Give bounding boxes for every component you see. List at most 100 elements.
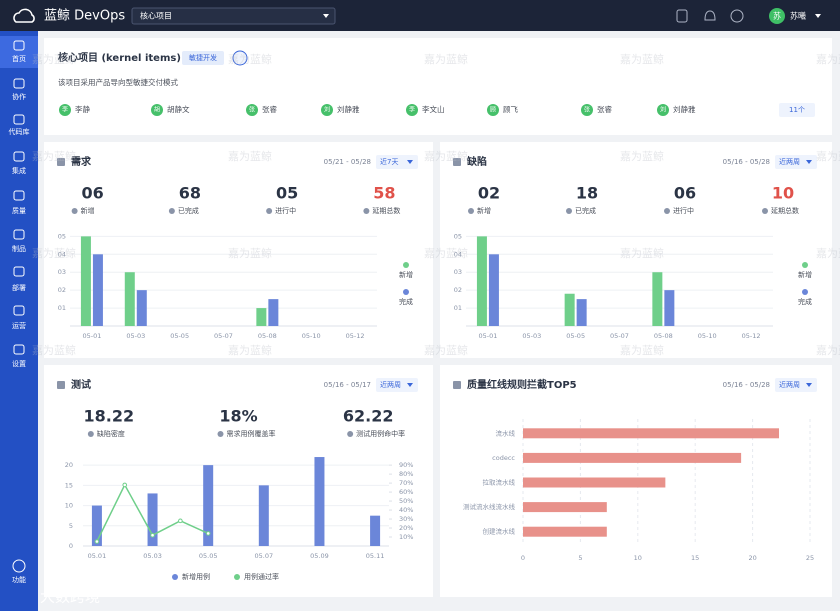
sidebar-bottom[interactable]: 功能 xyxy=(12,575,26,584)
watermark: 嘉为蓝鲸 xyxy=(620,52,664,66)
bar xyxy=(91,505,102,546)
sidebar-item[interactable]: 制品 xyxy=(12,244,26,253)
sidebar-item[interactable]: 首页 xyxy=(12,54,26,63)
sidebar-item[interactable]: 代码库 xyxy=(9,127,30,136)
sidebar-icon[interactable] xyxy=(13,305,25,316)
bar xyxy=(203,465,214,546)
y2-tick-label: 50% xyxy=(399,497,413,505)
line-point xyxy=(122,482,128,488)
panel xyxy=(44,365,433,597)
y-tick-label: 04 xyxy=(454,250,462,258)
corner-watermark: 大数跨境 xyxy=(40,588,100,606)
legend-marker xyxy=(172,574,178,580)
list-icon[interactable] xyxy=(232,50,248,66)
sidebar-item[interactable]: 运营 xyxy=(12,321,26,330)
bar xyxy=(476,236,487,326)
sidebar-icon[interactable] xyxy=(13,190,25,201)
x-tick-label: 0 xyxy=(521,554,525,562)
period-select[interactable] xyxy=(775,155,817,169)
member-avatar xyxy=(151,104,163,116)
panel-icon xyxy=(453,158,461,166)
line-point xyxy=(178,518,183,524)
member-name: 顾飞 xyxy=(503,105,518,114)
date-range: 05/21 - 05/28 xyxy=(324,158,371,166)
bar xyxy=(523,452,742,463)
member-name: 李文山 xyxy=(422,104,445,114)
sidebar-item[interactable]: 部署 xyxy=(12,283,26,292)
line-point xyxy=(94,539,100,544)
period-select[interactable] xyxy=(775,378,817,392)
sidebar-icon[interactable] xyxy=(13,40,25,51)
panel-title: 需求 xyxy=(71,155,92,168)
avatar[interactable] xyxy=(769,8,785,24)
bell-icon[interactable] xyxy=(704,10,716,21)
watermark: 嘉为蓝鲸 xyxy=(816,246,840,260)
period-select[interactable] xyxy=(376,378,418,392)
x-tick-label: 05-08 xyxy=(654,332,673,340)
x-tick-label: 05.11 xyxy=(366,552,385,560)
x-tick-label: 05-03 xyxy=(522,332,541,340)
x-tick-label: 10 xyxy=(634,554,642,562)
stat-icon xyxy=(217,431,224,437)
user-name[interactable]: 苏曦 xyxy=(790,11,806,21)
y-tick-label: 01 xyxy=(454,304,462,312)
project-select-text: 核心项目 xyxy=(140,11,172,21)
logo: 蓝鲸 DevOps xyxy=(44,9,125,24)
y-tick-label: 拉取流水线 xyxy=(483,478,516,487)
sidebar-icon[interactable] xyxy=(13,78,25,89)
legend-marker xyxy=(234,574,240,580)
bar xyxy=(124,272,135,326)
period-select[interactable] xyxy=(376,155,418,169)
apps-icon[interactable] xyxy=(12,559,26,573)
help-icon[interactable] xyxy=(730,9,744,23)
x-tick-label: 05.07 xyxy=(255,552,274,560)
x-tick-label: 05-01 xyxy=(478,332,497,340)
member-count-button[interactable] xyxy=(779,103,815,117)
panel-icon xyxy=(453,381,461,389)
sidebar-item[interactable]: 质量 xyxy=(12,206,26,215)
y2-tick-label: 70% xyxy=(399,479,413,487)
sidebar-item[interactable]: 设置 xyxy=(12,359,26,368)
date-range: 05/16 - 05/28 xyxy=(723,381,770,389)
watermark: 嘉为蓝鲸 xyxy=(816,149,840,163)
stat-icon xyxy=(87,431,94,437)
sidebar-icon[interactable] xyxy=(13,266,25,277)
doc-icon[interactable] xyxy=(676,9,688,23)
bar xyxy=(523,428,780,439)
sidebar-icon[interactable] xyxy=(13,229,25,240)
sidebar-item[interactable]: 协作 xyxy=(12,92,26,101)
stat-value: 06 xyxy=(81,184,103,203)
stat-label: 需求用例覆盖率 xyxy=(227,429,276,438)
panel-title: 质量红线规则拦截TOP5 xyxy=(467,378,577,391)
caret xyxy=(407,383,413,387)
sidebar-icon[interactable] xyxy=(13,344,25,355)
sidebar-item[interactable]: 集成 xyxy=(12,166,26,175)
line-point xyxy=(205,531,211,536)
y-tick-label: 05 xyxy=(454,232,462,240)
period-select-text: 近两周 xyxy=(380,380,401,389)
x-tick-label: 05.03 xyxy=(143,552,162,560)
stat-icon xyxy=(566,208,572,214)
x-tick-label: 20 xyxy=(748,554,756,562)
caret xyxy=(815,14,821,18)
bar xyxy=(136,290,147,326)
y-tick-label: 5 xyxy=(69,522,73,530)
member-avatar-text: 刘 xyxy=(324,106,330,114)
stat-label: 已完成 xyxy=(575,206,596,215)
project-select[interactable] xyxy=(131,7,336,25)
x-tick-label: 05-10 xyxy=(698,332,717,340)
sidebar-icon[interactable] xyxy=(13,151,25,162)
bar xyxy=(576,299,587,326)
sidebar-icon[interactable] xyxy=(13,114,25,125)
x-tick-label: 05-07 xyxy=(214,332,233,340)
bar xyxy=(314,457,325,546)
y-tick-label: 创建流水线 xyxy=(483,527,516,536)
project-card xyxy=(44,38,832,135)
stat-label: 进行中 xyxy=(275,206,296,215)
y-tick-label: 01 xyxy=(58,304,66,312)
watermark: 嘉为蓝鲸 xyxy=(424,246,468,260)
y-tick-label: 流水线 xyxy=(496,428,516,437)
bar xyxy=(92,254,103,326)
member-avatar-text: 张 xyxy=(584,106,590,114)
